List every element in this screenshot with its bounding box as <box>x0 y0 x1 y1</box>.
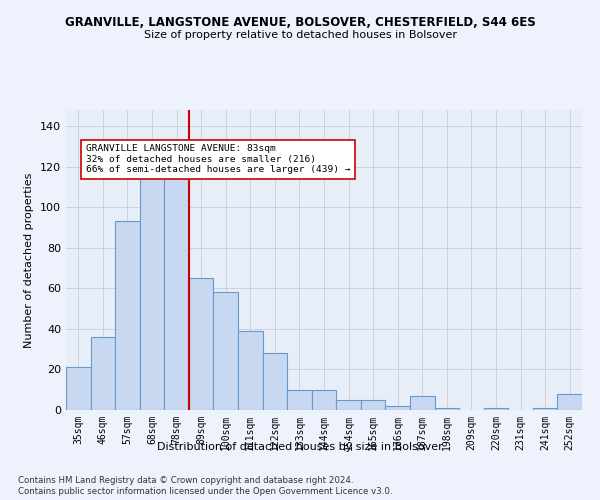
Bar <box>410 396 434 410</box>
Bar <box>140 150 164 410</box>
Text: Size of property relative to detached houses in Bolsover: Size of property relative to detached ho… <box>143 30 457 40</box>
Bar <box>164 177 189 410</box>
Bar <box>434 408 459 410</box>
Bar <box>385 406 410 410</box>
Bar <box>287 390 312 410</box>
Bar <box>214 292 238 410</box>
Bar <box>533 408 557 410</box>
Text: Contains HM Land Registry data © Crown copyright and database right 2024.: Contains HM Land Registry data © Crown c… <box>18 476 353 485</box>
Bar <box>238 331 263 410</box>
Bar <box>115 222 140 410</box>
Bar <box>263 353 287 410</box>
Text: Distribution of detached houses by size in Bolsover: Distribution of detached houses by size … <box>157 442 443 452</box>
Bar <box>484 408 508 410</box>
Text: GRANVILLE LANGSTONE AVENUE: 83sqm
32% of detached houses are smaller (216)
66% o: GRANVILLE LANGSTONE AVENUE: 83sqm 32% of… <box>86 144 350 174</box>
Bar <box>91 337 115 410</box>
Text: GRANVILLE, LANGSTONE AVENUE, BOLSOVER, CHESTERFIELD, S44 6ES: GRANVILLE, LANGSTONE AVENUE, BOLSOVER, C… <box>65 16 535 29</box>
Bar <box>557 394 582 410</box>
Bar <box>312 390 336 410</box>
Y-axis label: Number of detached properties: Number of detached properties <box>25 172 34 348</box>
Bar <box>336 400 361 410</box>
Bar <box>361 400 385 410</box>
Bar <box>189 278 214 410</box>
Bar <box>66 368 91 410</box>
Text: Contains public sector information licensed under the Open Government Licence v3: Contains public sector information licen… <box>18 487 392 496</box>
